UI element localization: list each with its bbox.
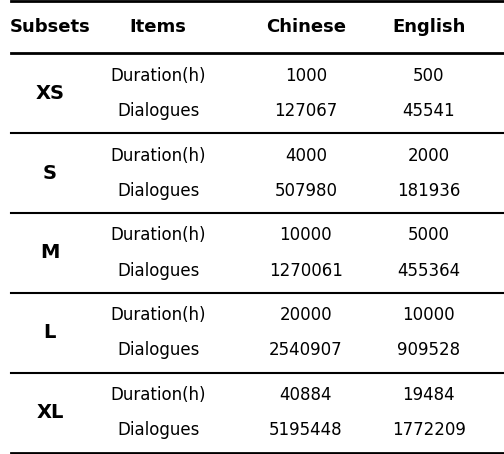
Text: 45541: 45541: [403, 102, 455, 120]
Text: 1270061: 1270061: [269, 262, 343, 280]
Text: 5195448: 5195448: [269, 421, 343, 439]
Text: S: S: [43, 163, 57, 183]
Text: 4000: 4000: [285, 147, 327, 164]
Text: XS: XS: [35, 84, 65, 103]
Text: Dialogues: Dialogues: [117, 341, 199, 360]
Text: Dialogues: Dialogues: [117, 102, 199, 120]
Text: 455364: 455364: [397, 262, 460, 280]
Text: 2000: 2000: [408, 147, 450, 164]
Text: Dialogues: Dialogues: [117, 421, 199, 439]
Text: Subsets: Subsets: [10, 18, 90, 36]
Text: Duration(h): Duration(h): [110, 147, 206, 164]
Text: English: English: [392, 18, 466, 36]
Text: XL: XL: [36, 403, 64, 422]
Text: Duration(h): Duration(h): [110, 67, 206, 84]
Text: M: M: [40, 243, 59, 262]
Text: 40884: 40884: [280, 386, 332, 404]
Text: 10000: 10000: [403, 306, 455, 324]
Text: 507980: 507980: [274, 182, 337, 200]
Text: Duration(h): Duration(h): [110, 227, 206, 244]
Text: 2540907: 2540907: [269, 341, 343, 360]
Text: Duration(h): Duration(h): [110, 386, 206, 404]
Text: Items: Items: [130, 18, 186, 36]
Text: L: L: [44, 323, 56, 342]
Text: 127067: 127067: [274, 102, 337, 120]
Text: 181936: 181936: [397, 182, 461, 200]
Text: 1000: 1000: [285, 67, 327, 84]
Text: 5000: 5000: [408, 227, 450, 244]
Text: 1772209: 1772209: [392, 421, 466, 439]
Text: 909528: 909528: [397, 341, 460, 360]
Text: Chinese: Chinese: [266, 18, 346, 36]
Text: Duration(h): Duration(h): [110, 306, 206, 324]
Text: Dialogues: Dialogues: [117, 262, 199, 280]
Text: 20000: 20000: [279, 306, 332, 324]
Text: 500: 500: [413, 67, 445, 84]
Text: Dialogues: Dialogues: [117, 182, 199, 200]
Text: 19484: 19484: [403, 386, 455, 404]
Text: 10000: 10000: [279, 227, 332, 244]
